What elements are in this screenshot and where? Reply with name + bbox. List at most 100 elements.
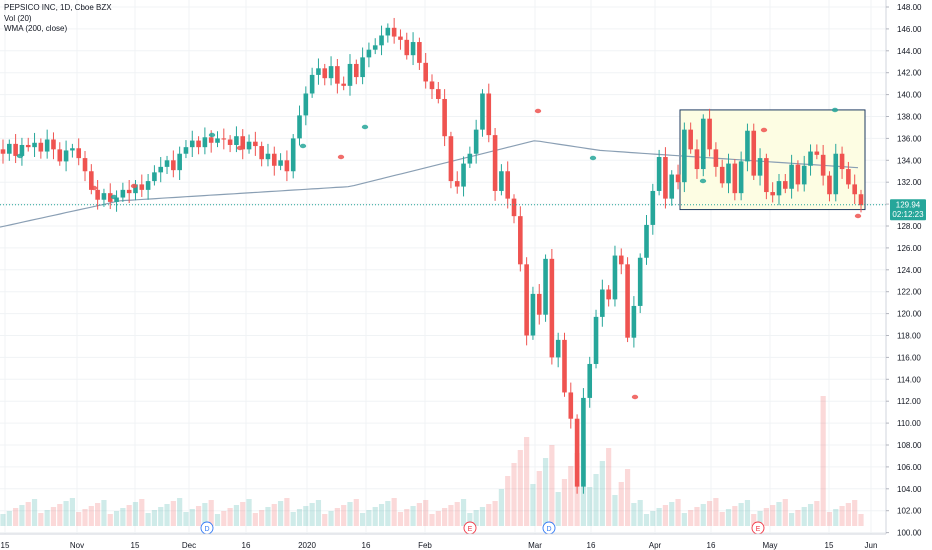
candle-body bbox=[278, 160, 283, 166]
volume-bar bbox=[454, 502, 460, 526]
candle-body bbox=[839, 153, 845, 170]
candle-body bbox=[801, 165, 807, 185]
symbol-title[interactable]: PEPSICO INC, 1D, Cboe BZX bbox=[4, 3, 112, 12]
pattern-oval bbox=[337, 154, 345, 160]
candle-body bbox=[581, 397, 586, 487]
volume-bar bbox=[145, 513, 151, 526]
volume-bar bbox=[839, 506, 845, 526]
volume-bar bbox=[681, 513, 687, 526]
volume-bar bbox=[366, 510, 372, 526]
time-tick-label: Apr bbox=[649, 541, 662, 550]
volume-bar bbox=[69, 498, 75, 526]
candle-body bbox=[372, 45, 378, 50]
volume-bar bbox=[744, 500, 751, 526]
candle-body bbox=[618, 255, 624, 265]
volume-bar bbox=[826, 512, 833, 526]
volume-bar bbox=[265, 507, 271, 526]
candle-body bbox=[473, 129, 479, 154]
chart-legend: PEPSICO INC, 1D, Cboe BZX Vol (20) WMA (… bbox=[4, 3, 112, 35]
candle-body bbox=[644, 224, 649, 258]
volume-bar bbox=[158, 507, 164, 526]
volume-bar bbox=[378, 504, 385, 526]
candle-body bbox=[524, 264, 529, 336]
wma-indicator-label[interactable]: WMA (200, close) bbox=[4, 24, 68, 33]
candle-body bbox=[316, 68, 321, 75]
volume-bar bbox=[296, 509, 303, 526]
price-tick-label: 136.00 bbox=[897, 134, 922, 143]
candle-body bbox=[253, 141, 258, 147]
volume-bar bbox=[101, 500, 107, 526]
volume-bar bbox=[435, 511, 441, 526]
time-scale[interactable]: 15 Nov 15 Dec 16 2020 16 Feb Mar 16 Apr 16 May 15 Jun bbox=[0, 533, 886, 550]
candle-body bbox=[391, 27, 397, 37]
volume-bar bbox=[246, 499, 252, 526]
candle-body bbox=[171, 160, 176, 171]
candle-body bbox=[234, 136, 239, 145]
volume-bar bbox=[139, 499, 145, 526]
candle-body bbox=[101, 193, 107, 200]
volume-bar bbox=[807, 504, 814, 526]
candle-body bbox=[25, 144, 31, 148]
volume-bar bbox=[700, 504, 706, 526]
volume-indicator-label[interactable]: Vol (20) bbox=[4, 13, 32, 23]
price-tick-label: 132.00 bbox=[897, 178, 922, 187]
volume-bar bbox=[492, 501, 498, 526]
candle-body bbox=[221, 138, 227, 140]
dividend-marker-label: D bbox=[204, 526, 209, 533]
candle-body bbox=[44, 139, 50, 152]
volume-bar bbox=[13, 508, 19, 526]
volume-bar bbox=[517, 450, 523, 526]
pattern-oval bbox=[854, 213, 862, 219]
candle-body bbox=[208, 137, 214, 143]
volume-bar bbox=[467, 513, 473, 526]
candle-body bbox=[688, 129, 693, 150]
volume-bar bbox=[479, 507, 486, 526]
volume-bar bbox=[113, 511, 120, 526]
price-scale[interactable]: 148.00 146.00 144.00 142.00 140.00 138.00 136.… bbox=[0, 0, 926, 538]
pattern-oval bbox=[699, 178, 707, 184]
candle-body bbox=[486, 93, 492, 136]
price-candles bbox=[0, 17, 864, 494]
volume-bar bbox=[0, 514, 6, 526]
volume-bar bbox=[694, 507, 700, 526]
pattern-oval bbox=[534, 108, 542, 114]
candle-body bbox=[757, 158, 763, 176]
price-tick-label: 140.00 bbox=[897, 91, 922, 100]
volume-bar bbox=[738, 503, 744, 526]
candle-body bbox=[675, 174, 681, 183]
candle-body bbox=[682, 129, 687, 183]
volume-bar bbox=[460, 499, 467, 526]
volume-bar bbox=[599, 461, 605, 526]
price-tick-label: 142.00 bbox=[897, 69, 922, 78]
candle-body bbox=[76, 148, 82, 159]
volume-bar bbox=[334, 508, 340, 526]
volume-bar bbox=[82, 509, 88, 526]
time-tick-label: 16 bbox=[587, 541, 596, 550]
candle-body bbox=[625, 264, 630, 338]
volume-bar bbox=[120, 508, 126, 526]
volume-bar bbox=[820, 396, 826, 526]
volume-bar bbox=[624, 469, 631, 526]
volume-bar bbox=[360, 513, 366, 526]
volume-bar bbox=[126, 505, 132, 526]
volume-bar bbox=[448, 505, 454, 526]
volume-bar bbox=[612, 495, 618, 526]
time-tick-label: 15 bbox=[1, 541, 10, 550]
volume-bar bbox=[195, 506, 202, 526]
candle-body bbox=[511, 198, 517, 217]
earnings-marker-label: E bbox=[468, 526, 473, 533]
candle-body bbox=[751, 130, 757, 176]
volume-bar bbox=[208, 500, 214, 526]
price-tick-label: 116.00 bbox=[897, 353, 921, 362]
candle-body bbox=[429, 81, 435, 90]
volume-bar bbox=[25, 502, 31, 526]
candle-body bbox=[259, 146, 264, 160]
volume-bar bbox=[391, 498, 397, 526]
candle-body bbox=[227, 139, 233, 145]
candle-body bbox=[335, 66, 340, 84]
volume-bar bbox=[801, 507, 807, 526]
candle-body bbox=[637, 257, 643, 306]
candle-body bbox=[467, 153, 473, 164]
